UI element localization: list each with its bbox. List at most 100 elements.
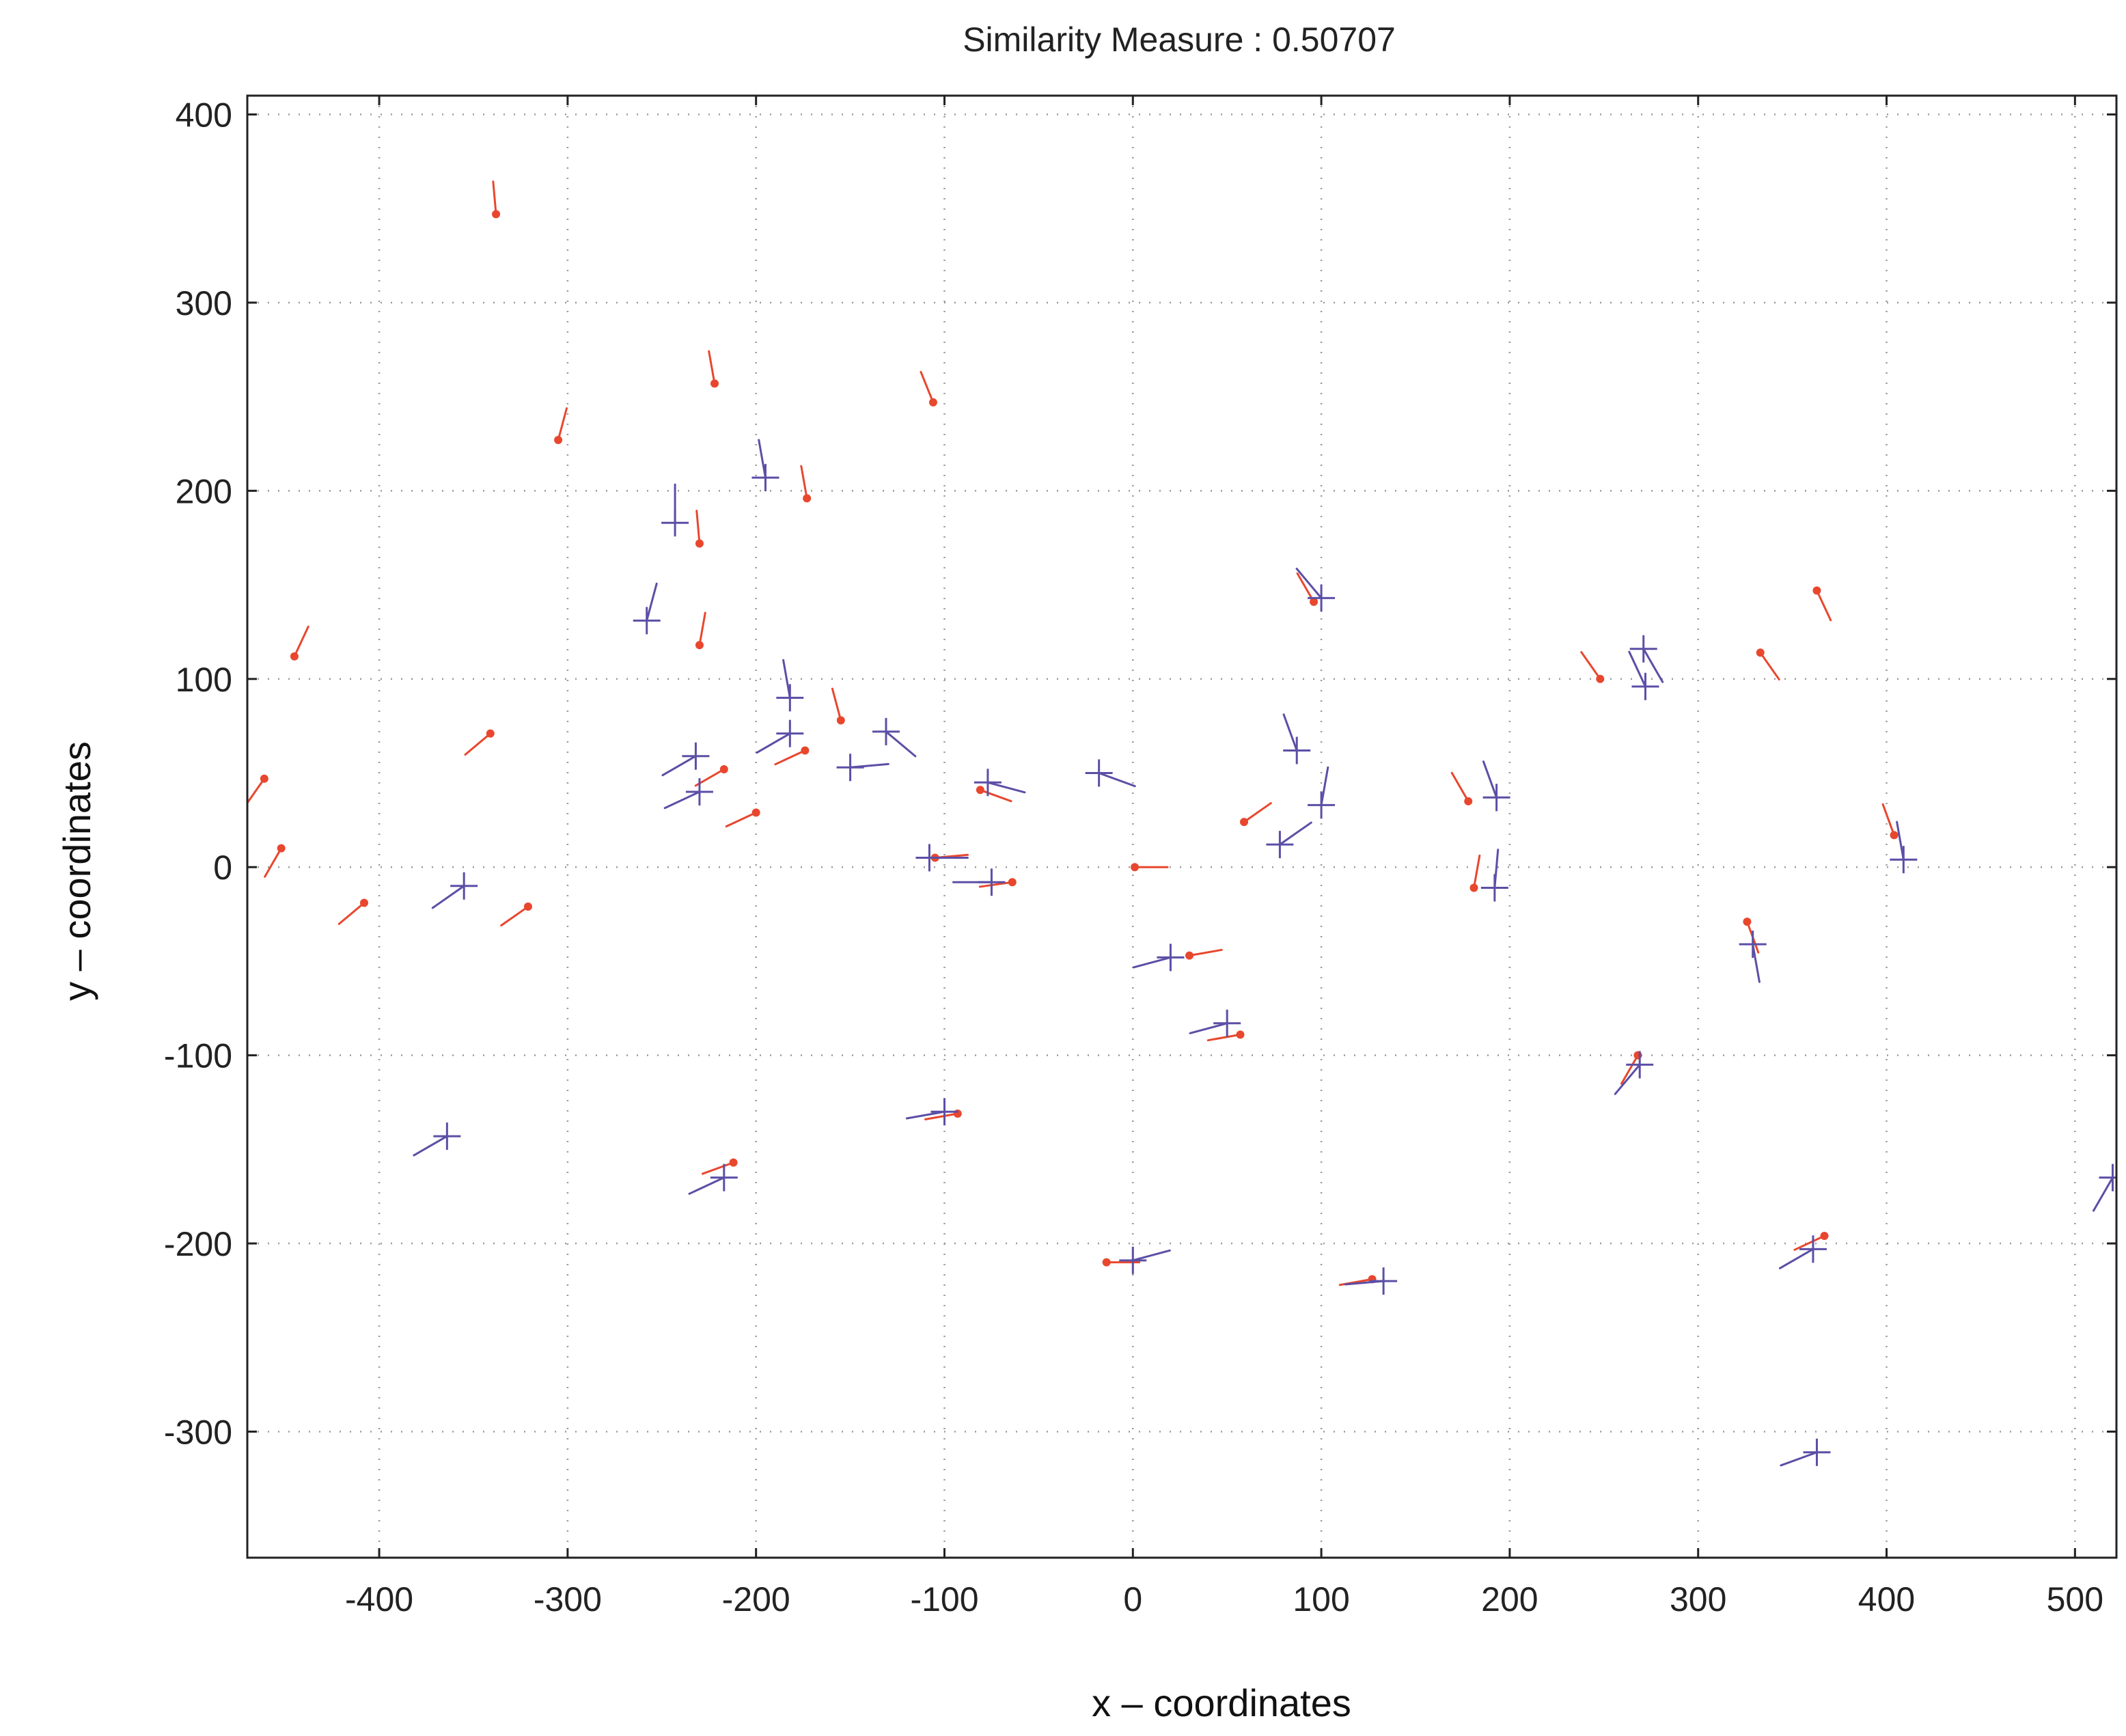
orientation-tick [293, 625, 309, 658]
orientation-tick [831, 687, 842, 721]
orientation-tick [905, 1110, 945, 1120]
orientation-tick [1628, 650, 1646, 688]
data-point [1131, 863, 1140, 872]
orientation-tick [756, 732, 791, 754]
data-point [277, 844, 286, 853]
data-point [1464, 797, 1473, 805]
data-point [290, 652, 299, 661]
orientation-tick [1243, 802, 1272, 823]
data-point [695, 641, 704, 650]
y-tick-label: 0 [213, 849, 232, 887]
orientation-tick [247, 777, 266, 805]
data-point [1756, 648, 1765, 657]
orientation-tick [1896, 821, 1905, 861]
orientation-tick [646, 582, 658, 622]
orientation-tick [1759, 651, 1780, 681]
x-axis-label: x – coordinates [1092, 1681, 1351, 1724]
orientation-tick [1189, 1022, 1228, 1034]
orientation-tick [782, 659, 791, 699]
orientation-tick [1614, 1063, 1641, 1095]
grid-lines [247, 96, 2116, 1558]
data-point [1102, 1258, 1111, 1267]
data-point [554, 436, 563, 445]
x-tick-label: -100 [910, 1580, 978, 1618]
orientation-tick [1132, 956, 1172, 969]
x-tick-label: 100 [1293, 1580, 1349, 1618]
orientation-tick [1320, 766, 1329, 806]
orientation-tick [500, 905, 529, 927]
data-point [492, 210, 501, 219]
data-point [976, 786, 984, 795]
data-point [1185, 951, 1194, 960]
y-tick-label: -100 [164, 1037, 232, 1075]
orientation-tick [1450, 771, 1469, 803]
orientation-tick [557, 407, 568, 441]
orientation-tick [1206, 1033, 1241, 1042]
orientation-tick [492, 180, 497, 216]
orientation-tick [885, 730, 917, 758]
orientation-tick [758, 439, 767, 479]
y-axis-label: y – coordinates [55, 741, 98, 1001]
data-point [1240, 818, 1249, 827]
data-point [751, 808, 760, 817]
orientation-tick [1473, 854, 1481, 890]
data-point [1890, 831, 1899, 840]
y-tick-label: 400 [176, 96, 232, 135]
y-tick-label: 300 [176, 284, 232, 322]
orientation-tick [725, 811, 758, 828]
orientation-tick [695, 510, 701, 545]
orientation-tick [1344, 1280, 1385, 1286]
orientation-tick [1493, 849, 1500, 890]
orientation-tick [920, 370, 935, 404]
orientation-tick [1780, 1451, 1818, 1467]
orientation-tick [1482, 760, 1498, 799]
orientation-tick [1278, 821, 1312, 846]
orientation-tick [924, 1112, 959, 1120]
y-tick-label: -200 [164, 1225, 232, 1263]
data-point [1469, 883, 1478, 892]
cross-series [413, 439, 2116, 1467]
orientation-tick [708, 350, 716, 385]
orientation-tick [1580, 650, 1601, 680]
orientation-tick [1098, 772, 1136, 788]
orientation-tick [978, 881, 1014, 888]
dot-series [247, 180, 1899, 1286]
data-point [260, 774, 268, 783]
orientation-tick [1188, 948, 1223, 957]
orientation-tick [1778, 1248, 1814, 1269]
orientation-tick [1815, 589, 1832, 622]
orientation-tick [431, 885, 465, 909]
orientation-tick [661, 755, 697, 777]
orientation-tick [986, 781, 1026, 794]
orientation-tick [1131, 1249, 1171, 1262]
orientation-tick [774, 749, 806, 766]
x-tick-label: 200 [1481, 1580, 1538, 1618]
orientation-tick [1881, 803, 1896, 836]
orientation-tick [1642, 648, 1664, 683]
data-marks [247, 180, 2116, 1467]
data-point [801, 746, 810, 755]
axis-ticks: -400 -300 -200 -100 0 100 200 300 400 500 -300 -200… [164, 96, 2116, 1618]
orientation-tick [701, 1161, 735, 1175]
data-point [1310, 597, 1319, 606]
orientation-tick [1752, 943, 1761, 983]
orientation-tick [1282, 713, 1298, 752]
data-point [1820, 1232, 1829, 1241]
orientation-tick [1793, 1235, 1825, 1251]
data-point [523, 903, 532, 911]
x-tick-label: 0 [1123, 1580, 1142, 1618]
data-point [1596, 674, 1605, 683]
plot-area-frame [246, 94, 2118, 1559]
x-tick-label: 300 [1670, 1580, 1726, 1618]
data-point [1743, 918, 1752, 926]
orientation-tick [979, 788, 1012, 803]
x-tick-label: -300 [534, 1580, 602, 1618]
orientation-tick [1295, 567, 1323, 599]
x-tick-label: -200 [722, 1580, 790, 1618]
data-point [836, 716, 845, 725]
orientation-tick [698, 611, 706, 646]
data-point [1812, 586, 1821, 595]
orientation-tick [849, 762, 889, 769]
data-point [710, 379, 719, 388]
